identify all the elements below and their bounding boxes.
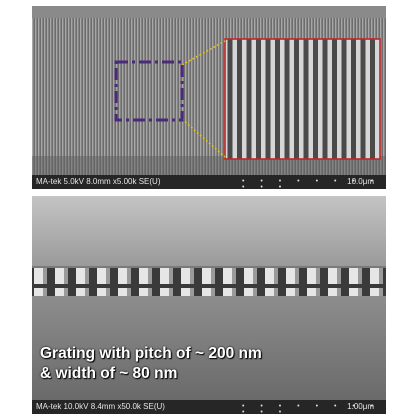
- sem-metadata: MA-tek 10.0kV 8.4mm x50.0k SE(U): [36, 402, 165, 411]
- scale-label: 1.00μm: [347, 402, 374, 411]
- scale-bar: • • • • • • • • • • •: [242, 403, 381, 414]
- sem-metadata: MA-tek 5.0kV 8.0mm x5.00k SE(U): [36, 177, 161, 186]
- grating-ridges: [32, 268, 386, 298]
- inset-border: [224, 38, 381, 160]
- caption-line-2: & width of ~ 80 nm: [40, 365, 178, 382]
- sem-info-bar: MA-tek 5.0kV 8.0mm x5.00k SE(U) • • • • …: [32, 175, 386, 189]
- grating-caption: Grating with pitch of ~ 200 nm & width o…: [40, 344, 262, 384]
- scale-label: 10.0μm: [347, 177, 374, 186]
- sem-info-bar: MA-tek 10.0kV 8.4mm x50.0k SE(U) • • • •…: [32, 400, 386, 414]
- grating-top-view-micrograph: [32, 6, 386, 175]
- zoom-line-top: [181, 40, 226, 66]
- magnified-inset: [225, 39, 380, 159]
- sem-image-cross-section: Grating with pitch of ~ 200 nm & width o…: [32, 196, 386, 414]
- region-of-interest-box: [114, 60, 184, 122]
- scale-bar: • • • • • • • • • • •: [242, 178, 381, 189]
- zoom-line-bottom: [181, 118, 226, 158]
- caption-line-1: Grating with pitch of ~ 200 nm: [40, 345, 262, 362]
- grating-cross-section-micrograph: [32, 196, 386, 400]
- sem-image-top-view: MA-tek 5.0kV 8.0mm x5.00k SE(U) • • • • …: [32, 6, 386, 189]
